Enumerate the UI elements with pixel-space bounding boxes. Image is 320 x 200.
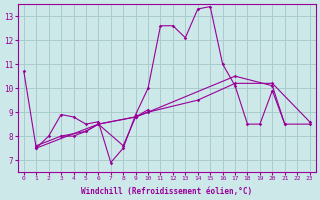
X-axis label: Windchill (Refroidissement éolien,°C): Windchill (Refroidissement éolien,°C) xyxy=(81,187,252,196)
